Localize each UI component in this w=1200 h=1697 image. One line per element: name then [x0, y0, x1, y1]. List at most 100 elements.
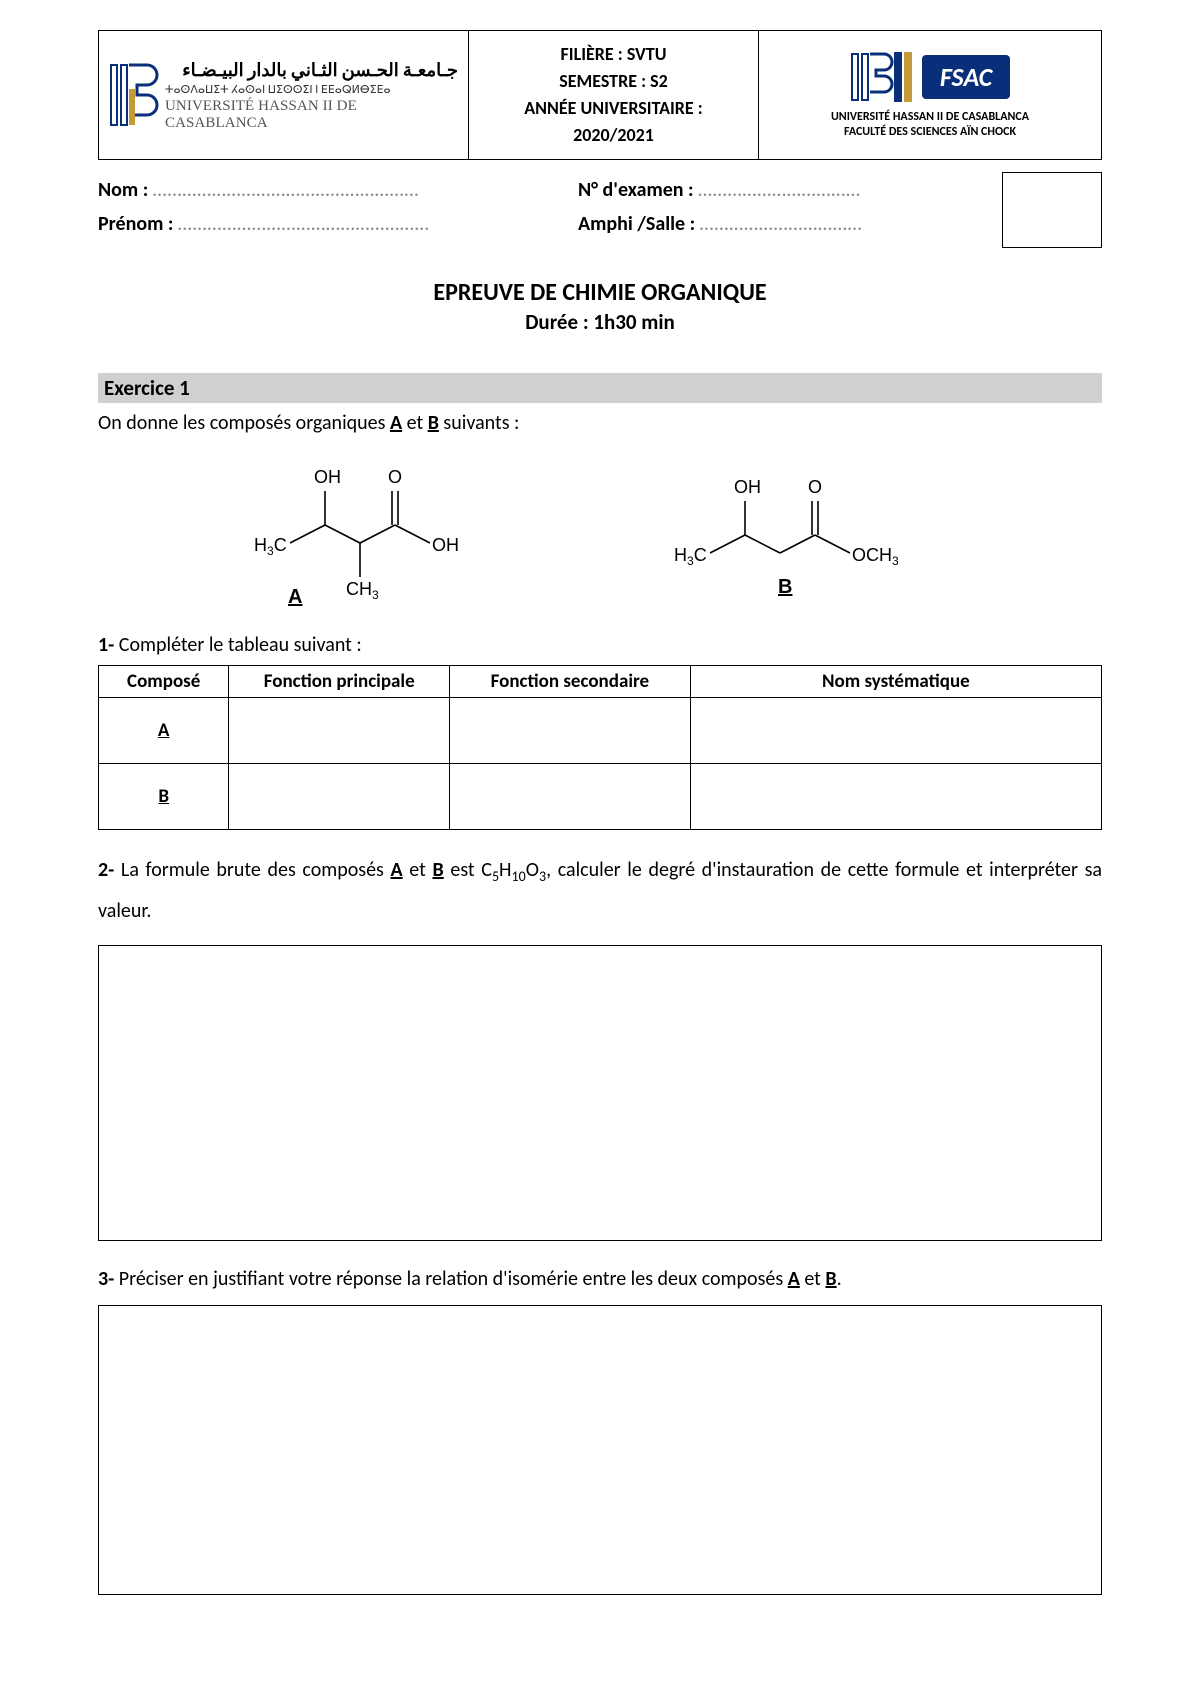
fsac-subtitle: UNIVERSITÉ HASSAN II DE CASABLANCA FACUL…: [831, 110, 1029, 140]
salle-label: Amphi /Salle :: [578, 212, 695, 236]
intro-pre: On donne les composés organiques: [98, 411, 390, 435]
th-nom: Nom systématique: [690, 666, 1101, 698]
q3-a: A: [788, 1267, 800, 1291]
row-a-c1: [229, 698, 450, 764]
nom-dots: ………………………………………………: [153, 178, 420, 202]
university-name-arabic: جـامعـة الحـسن الثـاني بالدار البيـضـاء: [165, 59, 458, 81]
q3-mid: et: [800, 1267, 826, 1291]
fsac-sub-line1: UNIVERSITÉ HASSAN II DE CASABLANCA: [831, 110, 1029, 125]
q1-text: Compléter le tableau suivant :: [114, 633, 361, 657]
q2-sub2: 10: [512, 868, 526, 885]
logo-bars-icon: [109, 59, 159, 131]
q3-num: 3-: [98, 1267, 114, 1291]
q3-post: .: [837, 1267, 842, 1291]
filiere-line: FILIÈRE : SVTU: [561, 41, 667, 68]
filiere-value: SVTU: [627, 43, 667, 65]
q1-num: 1-: [98, 633, 114, 657]
th-compose: Composé: [99, 666, 229, 698]
table-header-row: Composé Fonction principale Fonction sec…: [99, 666, 1102, 698]
question-3: 3- Préciser en justifiant votre réponse …: [98, 1267, 1102, 1291]
salle-dots: ……………………………: [700, 212, 863, 236]
header-left: جـامعـة الحـسن الثـاني بالدار البيـضـاء …: [99, 31, 469, 159]
fsac-logo-icon: [850, 50, 916, 104]
prenom-field: Prénom : ……………………………………………: [98, 212, 578, 236]
fsac-logo: FSAC: [850, 50, 1010, 104]
q2-num: 2-: [98, 858, 114, 882]
university-name-tifinagh: ⵜⴰⵙⴷⴰⵡⵉⵜ ⵃⴰⵙⴰⵏ ⵡⵉⵙⵙⵉⵏ ⵏ ⴹⴹⴰⵕⵍⴱⵉⴹⴰ: [165, 83, 458, 96]
q2-b: B: [433, 858, 444, 882]
nom-field: Nom : ………………………………………………: [98, 178, 578, 202]
mol-b-och3: OCH3: [852, 545, 899, 568]
intro-a: A: [390, 411, 402, 435]
intro-post: suivants :: [439, 411, 519, 435]
exercise-1-header: Exercice 1: [98, 373, 1102, 403]
mol-b-label: B: [778, 576, 792, 598]
mol-b-oh-top: OH: [734, 477, 761, 497]
q2-post1: est C: [444, 858, 492, 882]
mol-b-o-dbl: O: [808, 477, 822, 497]
q2-pre: La formule brute des composés: [114, 858, 390, 882]
molecule-b-svg: OH O OCH3 H3C B: [660, 453, 960, 613]
intro-b: B: [428, 411, 439, 435]
fsac-sub-line2: FACULTÉ DES SCIENCES AÏN CHOCK: [831, 125, 1029, 140]
semestre-line: SEMESTRE : S2: [559, 68, 668, 95]
mol-a-o-dbl: O: [388, 467, 402, 487]
q2-sub3: 3: [539, 868, 546, 885]
q2-post2: H: [499, 858, 511, 882]
question-2: 2- La formule brute des composés A et B …: [98, 850, 1102, 931]
answer-box-q2: [98, 945, 1102, 1241]
row-b-c2: [450, 764, 691, 830]
exam-label: N° d'examen :: [578, 178, 694, 202]
grade-box: [1002, 172, 1102, 248]
semestre-value: S2: [650, 70, 668, 92]
prenom-dots: ……………………………………………: [178, 212, 430, 236]
header: جـامعـة الحـسن الثـاني بالدار البيـضـاء …: [98, 30, 1102, 160]
annee-label: ANNÉE UNIVERSITAIRE :: [524, 95, 703, 122]
q3-b: B: [825, 1267, 836, 1291]
university-logo: جـامعـة الحـسن الثـاني بالدار البيـضـاء …: [109, 59, 458, 132]
answer-box-q3: [98, 1305, 1102, 1595]
row-a-label: A: [99, 698, 229, 764]
exam-dots: ……………………………: [698, 178, 861, 202]
fsac-badge: FSAC: [922, 55, 1010, 99]
mol-a-label: A: [288, 586, 302, 608]
row-b-c1: [229, 764, 450, 830]
prenom-label: Prénom :: [98, 212, 173, 236]
question-1: 1- Compléter le tableau suivant :: [98, 633, 1102, 657]
th-fonction-principale: Fonction principale: [229, 666, 450, 698]
table-row-b: B: [99, 764, 1102, 830]
mol-a-ch3: CH3: [346, 579, 379, 602]
q2-a: A: [391, 858, 403, 882]
intro-mid: et: [402, 411, 428, 435]
molecules-row: OH O OH H3C CH3 A OH O OCH3 H3C B: [98, 453, 1102, 613]
semestre-label: SEMESTRE :: [559, 70, 646, 92]
info-row-1: Nom : ……………………………………………… N° d'examen : ……: [98, 178, 1102, 202]
molecule-a-svg: OH O OH H3C CH3 A: [240, 453, 520, 613]
filiere-label: FILIÈRE :: [561, 43, 623, 65]
nom-label: Nom :: [98, 178, 148, 202]
row-a-c3: [690, 698, 1101, 764]
mol-b-h3c: H3C: [674, 545, 707, 568]
q2-mid: et: [403, 858, 433, 882]
mol-a-h3c: H3C: [254, 535, 287, 558]
q2-sub1: 5: [492, 868, 499, 885]
mol-a-oh-top: OH: [314, 467, 341, 487]
row-b-c3: [690, 764, 1101, 830]
university-text: جـامعـة الحـسن الثـاني بالدار البيـضـاء …: [165, 59, 458, 132]
q3-pre: Préciser en justifiant votre réponse la …: [114, 1267, 787, 1291]
header-right: FSAC UNIVERSITÉ HASSAN II DE CASABLANCA …: [759, 31, 1101, 159]
row-a-c2: [450, 698, 691, 764]
exam-page: جـامعـة الحـسن الثـاني بالدار البيـضـاء …: [0, 0, 1200, 1697]
exam-duration: Durée : 1h30 min: [98, 309, 1102, 335]
row-b-label: B: [99, 764, 229, 830]
header-middle: FILIÈRE : SVTU SEMESTRE : S2 ANNÉE UNIVE…: [469, 31, 759, 159]
exam-title: EPREUVE DE CHIMIE ORGANIQUE: [98, 278, 1102, 307]
th-fonction-secondaire: Fonction secondaire: [450, 666, 691, 698]
info-row-2: Prénom : …………………………………………… Amphi /Salle …: [98, 212, 1102, 236]
compounds-table: Composé Fonction principale Fonction sec…: [98, 665, 1102, 830]
university-name-french: UNIVERSITÉ HASSAN II DE CASABLANCA: [165, 98, 458, 132]
table-row-a: A: [99, 698, 1102, 764]
q2-post3: O: [526, 858, 539, 882]
annee-value: 2020/2021: [573, 122, 654, 149]
exercise-1-intro: On donne les composés organiques A et B …: [98, 411, 1102, 435]
